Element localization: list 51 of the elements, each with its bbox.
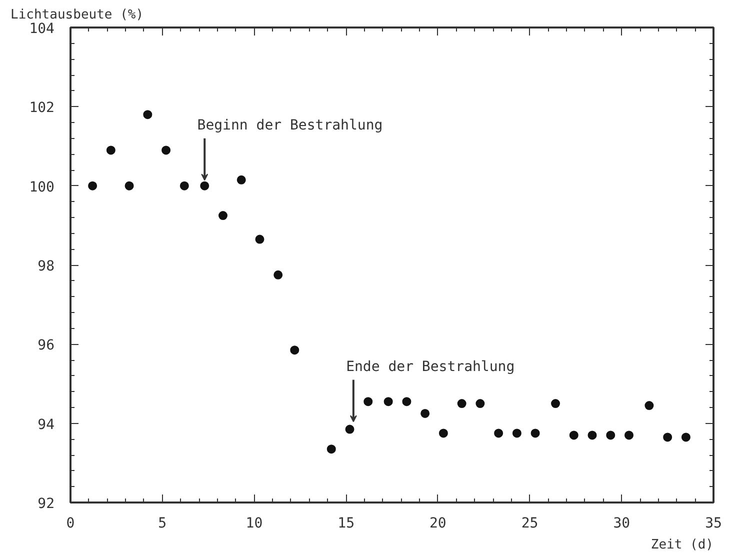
point: [124, 181, 134, 190]
annotation: Ende der Bestrahlung: [346, 359, 515, 376]
point: [420, 408, 430, 418]
point: [364, 397, 373, 406]
y-tick-label: 102: [29, 100, 55, 116]
point: [569, 430, 578, 440]
y-tick-label: 98: [38, 258, 54, 274]
point: [384, 397, 393, 406]
point: [255, 234, 264, 244]
point: [530, 428, 540, 438]
point: [681, 432, 690, 442]
point: [588, 430, 597, 440]
x-tick-label: 30: [613, 516, 630, 532]
point: [512, 428, 522, 438]
point: [402, 397, 412, 406]
point: [476, 399, 485, 408]
point: [345, 424, 354, 434]
point: [290, 346, 300, 355]
y-tick-label: 104: [29, 21, 55, 37]
y-tick-label: 100: [29, 179, 55, 196]
x-axis-title: Zeit (d): [650, 538, 714, 552]
point: [644, 401, 654, 410]
y-axis-title: Lichtausbeute (%): [10, 8, 144, 22]
point: [162, 146, 171, 155]
x-tick-label: 20: [430, 516, 446, 532]
point: [143, 110, 152, 120]
x-tick-label: 10: [246, 516, 263, 532]
point: [180, 181, 189, 190]
point: [274, 270, 283, 280]
point: [606, 430, 616, 440]
point: [200, 181, 210, 190]
point: [551, 399, 560, 408]
point: [326, 444, 336, 454]
x-tick-label: 35: [705, 516, 722, 532]
point: [663, 432, 672, 442]
x-tick-label: 15: [338, 516, 354, 532]
point: [624, 430, 634, 440]
annotation: Beginn der Bestrahlung: [197, 118, 383, 134]
point: [106, 146, 116, 155]
point: [236, 175, 246, 184]
y-tick-label: 94: [38, 416, 54, 433]
point: [438, 428, 448, 438]
point: [457, 399, 466, 408]
point: [218, 211, 228, 220]
x-tick-label: 5: [158, 516, 167, 532]
x-tick-label: 25: [521, 516, 538, 532]
y-tick-label: 96: [38, 338, 54, 354]
point: [88, 181, 98, 190]
point: [494, 428, 504, 438]
x-tick-label: 0: [66, 516, 75, 532]
y-tick-label: 92: [38, 496, 54, 512]
